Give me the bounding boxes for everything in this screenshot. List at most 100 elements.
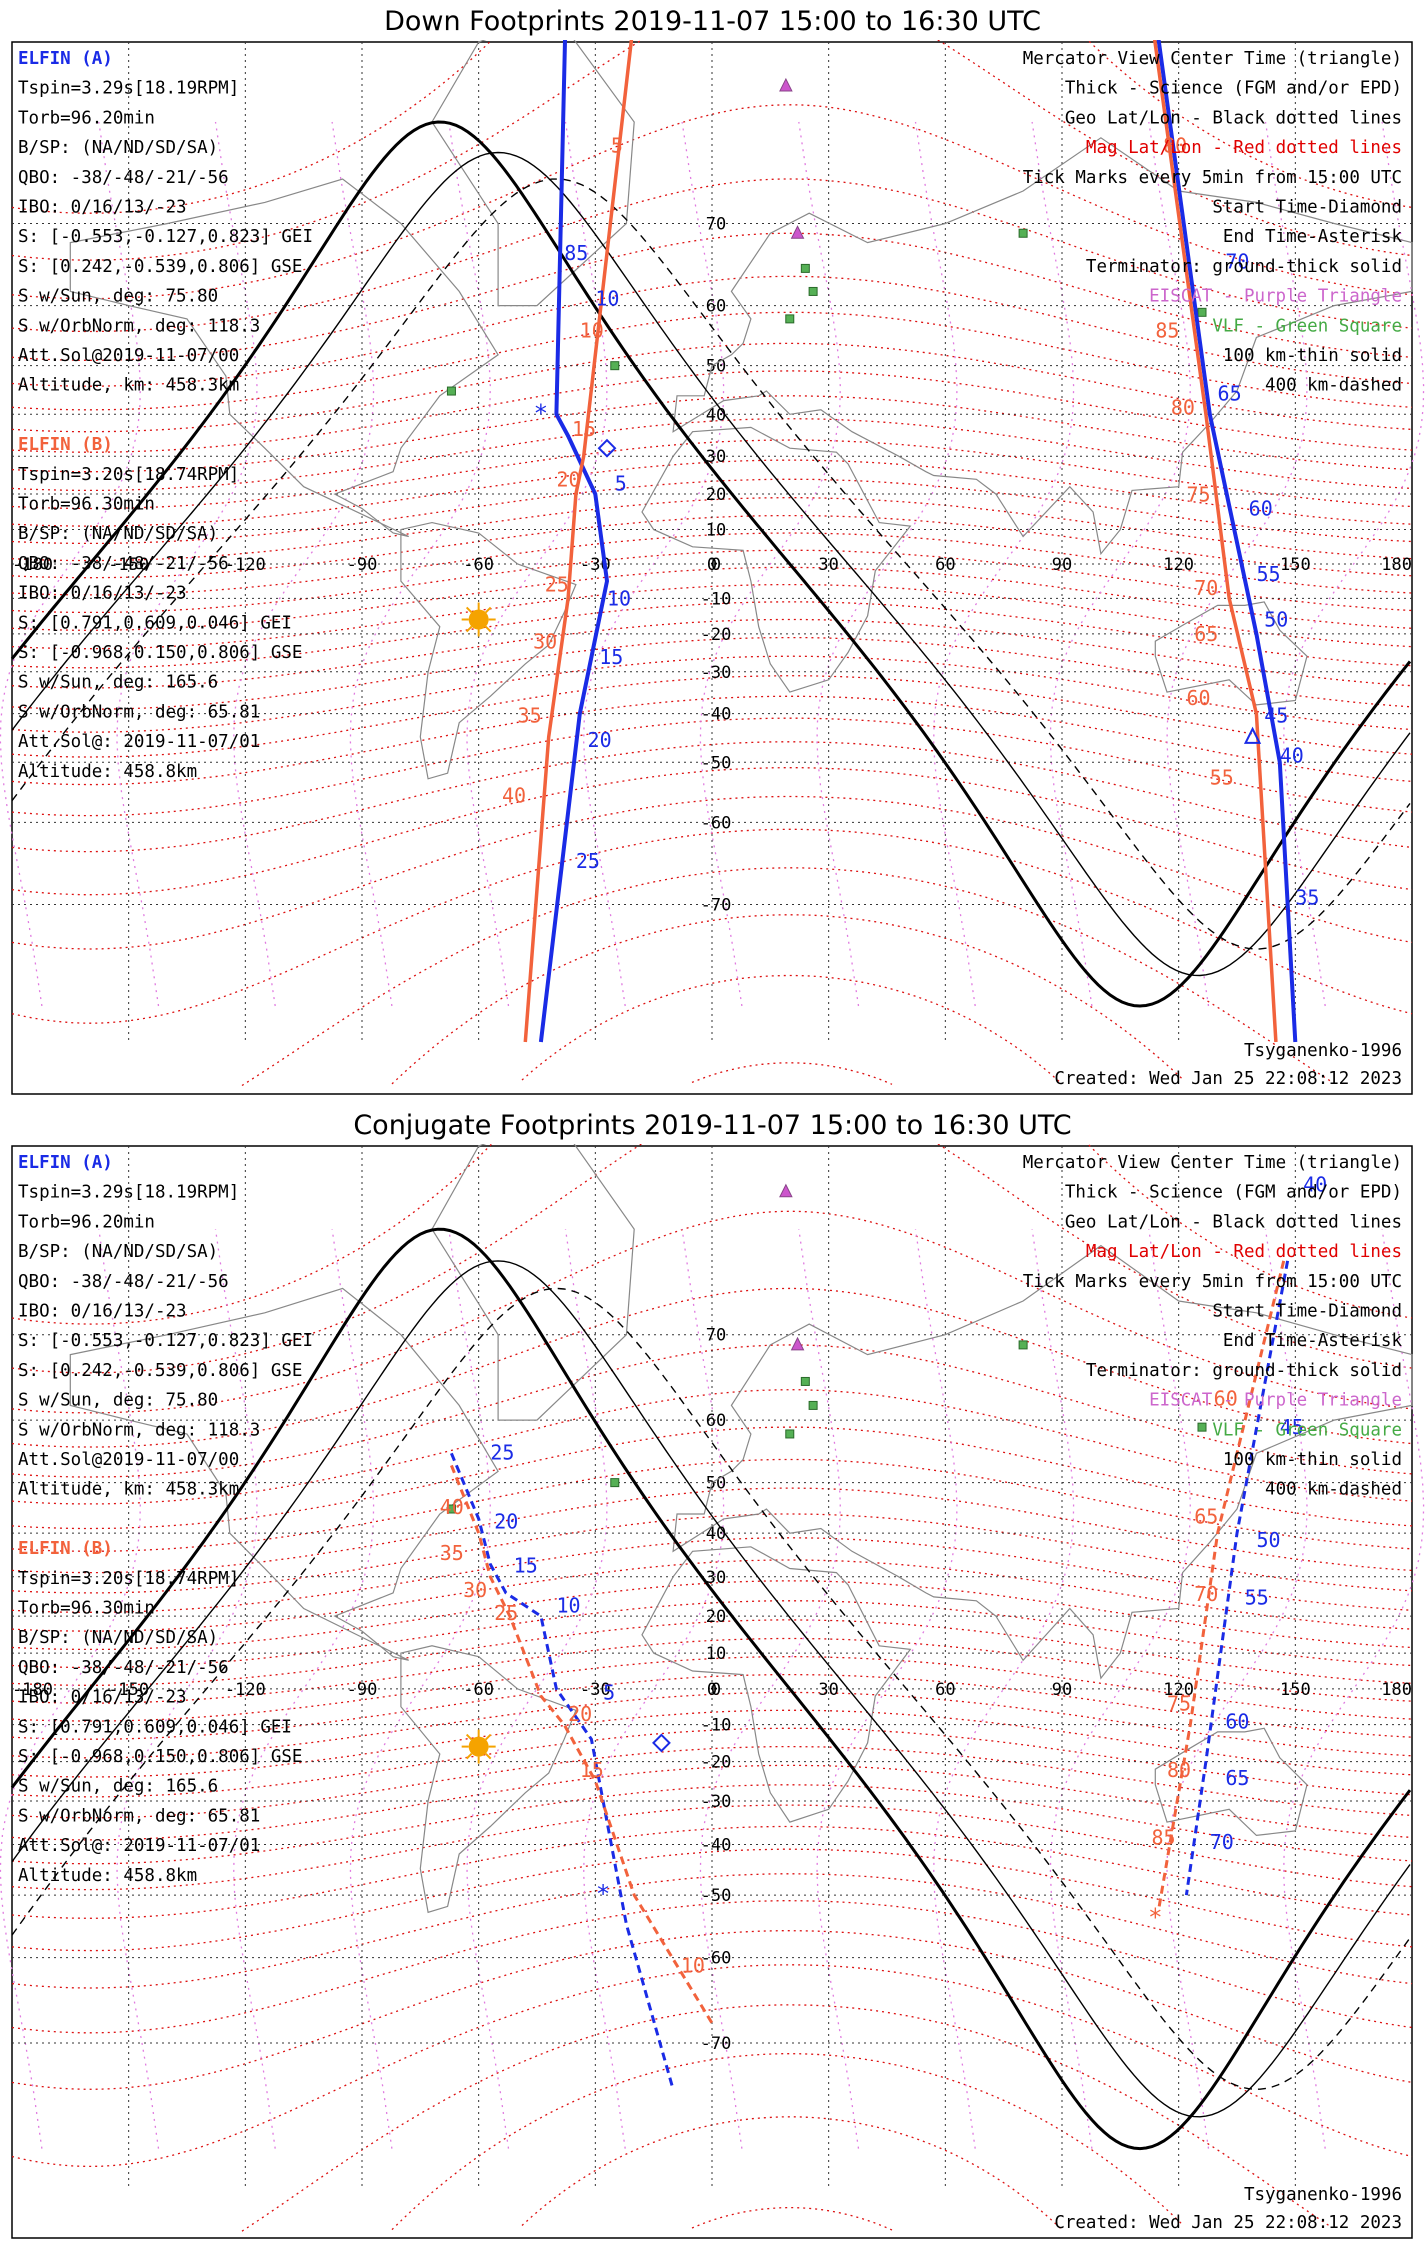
terminator-ground xyxy=(10,120,1412,1008)
elfin-b-info-line: Torb=96.30min xyxy=(18,1599,155,1619)
elfin-a-tick-label: 15 xyxy=(599,645,623,669)
conjugate-footprints-map: -180 -150 -120 -90 -60 -30 0 30 60 90 120 150 180706… xyxy=(0,1144,1425,2239)
elfin-b-tick-label: 15 xyxy=(580,1758,604,1782)
mag-lon-line xyxy=(466,121,608,1007)
vlf-square xyxy=(800,1376,810,1386)
vlf-square xyxy=(1018,1340,1028,1350)
lon-tick-label: -120 xyxy=(225,1680,266,1700)
lon-tick-label: -30 xyxy=(580,1680,611,1700)
eiscat-triangle xyxy=(790,1336,805,1351)
elfin-b-info-line: B/SP: (NA/ND/SD/SA) xyxy=(18,1628,218,1648)
elfin-b-tick-label: 35 xyxy=(518,704,542,728)
legend-line: Start Time-Diamond xyxy=(1212,198,1402,218)
elfin-a-info-line: Tspin=3.29s[18.19RPM] xyxy=(18,1183,239,1203)
panel2-title: Conjugate Footprints 2019-11-07 15:00 to… xyxy=(353,1110,1072,1141)
right-blue-tick-label: 60 xyxy=(1249,497,1273,521)
mag-lon-line xyxy=(349,1229,491,2149)
legend-line: End Time-Asterisk xyxy=(1223,227,1403,247)
continent-outline xyxy=(672,1244,1413,1680)
elfin-b-info-line: Att.Sol@: 2019-11-07/01 xyxy=(18,732,260,752)
lon-tick-label: -150 xyxy=(108,555,149,575)
lat-tick-label: 0 xyxy=(711,555,721,575)
continent-outline xyxy=(431,1144,635,1421)
mag-lat-line xyxy=(11,1804,1413,1891)
continent-outline xyxy=(400,521,577,780)
sun-icon xyxy=(468,609,489,630)
lat-tick-label: 20 xyxy=(706,1607,726,1627)
elfin-b-info-line: S: [-0.968,0.150,0.806] GSE xyxy=(18,643,302,663)
lon-tick-label: -150 xyxy=(108,1680,149,1700)
terminator-400km xyxy=(11,178,1411,950)
legend-line: Geo Lat/Lon - Black dotted lines xyxy=(1065,1212,1402,1232)
elfin-b-tick-label: 40 xyxy=(440,1495,464,1519)
elfin-b-info-line: S: [-0.968,0.150,0.806] GSE xyxy=(18,1747,302,1767)
lat-tick-label: -50 xyxy=(701,753,732,773)
continent-outline xyxy=(431,40,635,307)
elfin-a-info-line: S: [-0.553,-0.127,0.823] GEI xyxy=(18,1331,313,1351)
legend-line: VLF - Green Square xyxy=(1212,316,1402,336)
lat-tick-label: -20 xyxy=(701,625,732,645)
elfin-a-tick-label: 85 xyxy=(564,241,588,265)
mag-lat-line xyxy=(521,2116,1063,2231)
legend-line: Thick - Science (FGM and/or EPD) xyxy=(1065,79,1402,99)
mag-lat-line xyxy=(11,1426,1413,1530)
legend-line: EISCAT - Purple Triangle xyxy=(1149,1391,1402,1411)
legend-line: EISCAT - Purple Triangle xyxy=(1149,287,1402,307)
mag-lon-line xyxy=(699,1229,841,2149)
elfin-b-tick-label: 15 xyxy=(572,417,596,441)
elfin-b-track-left xyxy=(523,40,634,1043)
legend-line: Thick - Science (FGM and/or EPD) xyxy=(1065,1183,1402,1203)
elfin-a-track-left xyxy=(538,40,610,1043)
elfin-b-track-right xyxy=(1152,40,1278,1043)
mag-lat-line xyxy=(11,1487,1413,1574)
vlf-square xyxy=(785,1429,795,1439)
sun-ray xyxy=(485,625,492,633)
mag-lon-line xyxy=(1049,121,1191,1007)
mag-lon-line xyxy=(466,1229,608,2149)
mag-lat-line xyxy=(391,914,1183,1085)
right-red-tick-label: 80 xyxy=(1167,1758,1191,1782)
elfin-a-tick-label: 25 xyxy=(576,849,600,873)
model-label: Tsyganenko-1996 xyxy=(1244,2185,1402,2205)
elfin-b-info-line: Tspin=3.20s[18.74RPM] xyxy=(18,465,239,485)
elfin-b-info-line: IBO: 0/16/13/-23 xyxy=(18,1688,187,1708)
right-blue-tick-label: 70 xyxy=(1210,1830,1234,1854)
start-diamond xyxy=(597,438,617,458)
continent-outline xyxy=(641,1546,912,1823)
lat-tick-label: -30 xyxy=(701,1792,732,1812)
lon-tick-label: 120 xyxy=(1163,1680,1194,1700)
mag-lat-line xyxy=(11,1825,1413,1919)
panel1-title: Down Footprints 2019-11-07 15:00 to 16:3… xyxy=(384,6,1041,37)
mag-lat-line xyxy=(11,1848,1413,1952)
elfin-a-info-line: S: [-0.553,-0.127,0.823] GEI xyxy=(18,227,313,247)
elfin-a-info-line: Tspin=3.29s[18.19RPM] xyxy=(18,79,239,99)
lon-tick-label: -60 xyxy=(463,1680,494,1700)
elfin-a-tick-label: 5 xyxy=(603,1681,615,1705)
lat-tick-label: -60 xyxy=(701,1949,732,1969)
mag-lon-line xyxy=(933,1229,1075,2149)
mag-lat-line xyxy=(11,1691,1413,1759)
terminator-100km xyxy=(11,1260,1411,2118)
mag-lat-line xyxy=(11,311,1413,411)
legend-line: Mercator View Center Time (triangle) xyxy=(1023,1153,1402,1173)
vlf-square xyxy=(1197,1422,1207,1432)
sun-ray xyxy=(485,1752,492,1760)
legend-line: End Time-Asterisk xyxy=(1223,1331,1403,1351)
mag-lon-line xyxy=(1283,1229,1425,2149)
right-red-tick-label: 85 xyxy=(1151,1826,1175,1850)
eiscat-triangle xyxy=(779,77,793,92)
right-red-tick-label: 70 xyxy=(1194,576,1218,600)
continent-outline xyxy=(1154,1727,1308,1837)
lat-tick-label: -40 xyxy=(701,1836,732,1856)
right-blue-tick-label: 45 xyxy=(1264,704,1288,728)
mag-lon-line xyxy=(1166,1229,1308,2149)
mag-lon-line xyxy=(116,1229,258,2149)
elfin-a-tick-label: 10 xyxy=(607,586,631,610)
right-red-tick-label: 65 xyxy=(1194,622,1218,646)
lon-tick-label: 0 xyxy=(707,1680,717,1700)
elfin-b-tick-label: 40 xyxy=(502,784,526,808)
legend-line: 400 km-dashed xyxy=(1265,376,1402,396)
legend-line: 100 km-thin solid xyxy=(1223,346,1402,366)
sun-ray xyxy=(485,1733,492,1741)
continent-outline xyxy=(1154,601,1308,706)
